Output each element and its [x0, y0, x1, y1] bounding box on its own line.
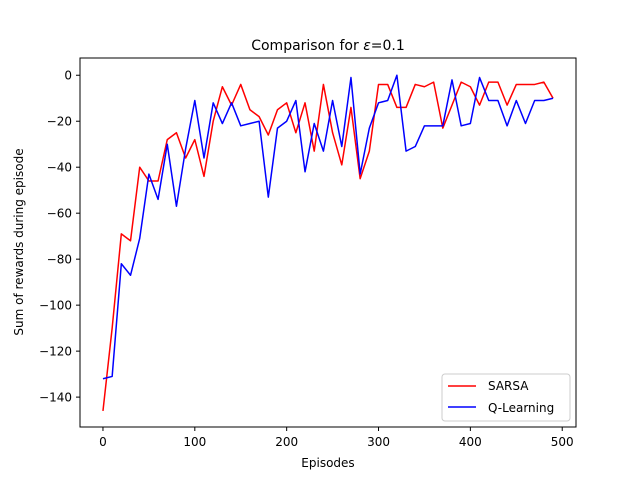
x-tick-label: 400	[459, 435, 482, 449]
x-tick-label: 0	[99, 435, 107, 449]
legend: SARSA Q-Learning	[441, 373, 571, 422]
y-tick-label: −20	[47, 115, 72, 129]
y-tick-label: −140	[39, 391, 72, 405]
y-tick-label: −80	[47, 253, 72, 267]
plot-area	[102, 74, 554, 411]
x-tick-label: 300	[367, 435, 390, 449]
y-tick-label: −100	[39, 299, 72, 313]
y-tick-label: −120	[39, 345, 72, 359]
y-tick-label: −40	[47, 161, 72, 175]
x-tick-label: 100	[183, 435, 206, 449]
x-tick-label: 200	[275, 435, 298, 449]
legend-label-q-learning: Q-Learning	[488, 401, 554, 415]
y-tick-label: 0	[64, 69, 72, 83]
chart-title: Comparison for ε=0.1	[251, 38, 405, 54]
axes-frame	[79, 57, 577, 428]
y-axis-label: Sum of rewards during episode	[12, 148, 26, 335]
x-tick-label: 500	[551, 435, 574, 449]
x-axis-label: Episodes	[301, 456, 354, 470]
axis-ticks: 0 100 200 300 400 500 0 −20 −40 −60 −80 −100 −120 −14…	[39, 69, 574, 449]
legend-label-sarsa: SARSA	[488, 379, 529, 393]
series-layer	[102, 74, 554, 411]
y-tick-label: −60	[47, 207, 72, 221]
series-line-sarsa	[102, 81, 554, 411]
series-line-q-learning	[102, 74, 554, 380]
